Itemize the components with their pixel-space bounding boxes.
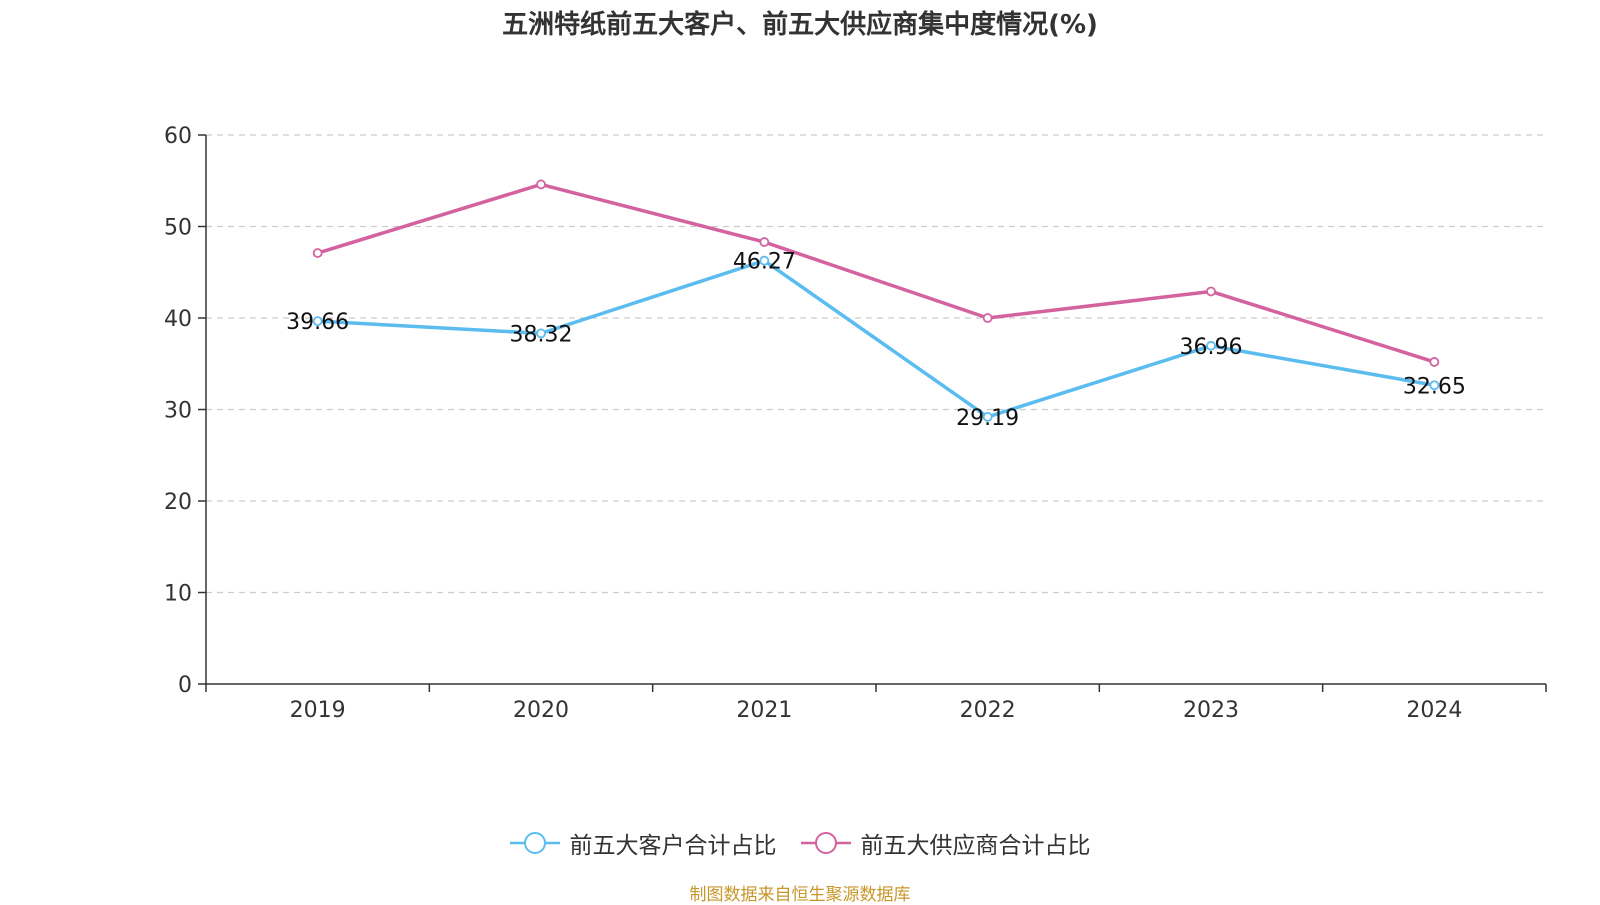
- data-label-customers-2023: 36.96: [1180, 335, 1243, 360]
- legend-suppliers-label: 前五大供应商合计占比: [860, 833, 1091, 859]
- data-labels: 39.66 38.32 46.27 29.19 36.96 32.65: [286, 250, 1466, 431]
- series-line-suppliers: [317, 182, 1435, 364]
- y-tick-label-40: 40: [164, 307, 192, 332]
- x-tick-label-2023: 2023: [1183, 698, 1239, 723]
- x-tick-label-2021: 2021: [736, 698, 792, 723]
- legend-item-suppliers[interactable]: 前五大供应商合计占比: [800, 826, 1091, 860]
- data-label-customers-2019: 39.66: [286, 310, 349, 335]
- x-tick-label-2024: 2024: [1406, 698, 1462, 723]
- data-label-customers-2022: 29.19: [956, 406, 1019, 431]
- grid-lines: [206, 134, 1546, 594]
- y-tick-label-10: 10: [164, 582, 192, 607]
- legend-customers-label: 前五大客户合计占比: [569, 833, 777, 859]
- y-tick-label-60: 60: [164, 124, 192, 149]
- point-customers-2021: [759, 255, 770, 266]
- point-customers-2023: [1206, 340, 1216, 351]
- data-label-customers-2020: 38.32: [510, 322, 573, 347]
- point-suppliers-2022: [982, 313, 993, 323]
- point-suppliers-2021: [759, 237, 770, 247]
- x-tick-label-2022: 2022: [960, 698, 1016, 723]
- legend: 前五大客户合计占比 前五大供应商合计占比: [0, 826, 1600, 860]
- legend-customers-marker-icon: [509, 832, 560, 854]
- point-customers-2024: [1429, 380, 1440, 391]
- point-suppliers-2020: [536, 179, 546, 190]
- point-suppliers-2019: [312, 248, 323, 258]
- y-tick-label-30: 30: [164, 399, 192, 424]
- chart-title: 五洲特纸前五大客户、前五大供应商集中度情况(%): [502, 10, 1098, 40]
- series-lines: [312, 179, 1440, 422]
- data-label-customers-2024: 32.65: [1403, 374, 1466, 399]
- y-tick-label-0: 0: [178, 673, 192, 698]
- x-tick-label-2019: 2019: [290, 698, 346, 723]
- y-tick-label-20: 20: [164, 490, 192, 515]
- series-line-customers: [317, 258, 1435, 419]
- legend-item-customers[interactable]: 前五大客户合计占比: [509, 826, 777, 860]
- point-customers-2019: [312, 316, 323, 327]
- point-customers-2020: [536, 328, 546, 339]
- data-source-note: 制图数据来自恒生聚源数据库: [689, 885, 911, 905]
- point-customers-2022: [982, 412, 993, 422]
- point-suppliers-2023: [1206, 286, 1216, 297]
- data-label-customers-2021: 46.27: [733, 250, 796, 275]
- y-tick-label-50: 50: [164, 216, 192, 241]
- axes: 0 10 20 30 40 50 60 2019 2020 2021 2022 2023 2024: [164, 124, 1547, 723]
- legend-suppliers-marker-icon: [800, 832, 851, 854]
- point-suppliers-2024: [1429, 357, 1440, 367]
- x-tick-label-2020: 2020: [513, 698, 569, 723]
